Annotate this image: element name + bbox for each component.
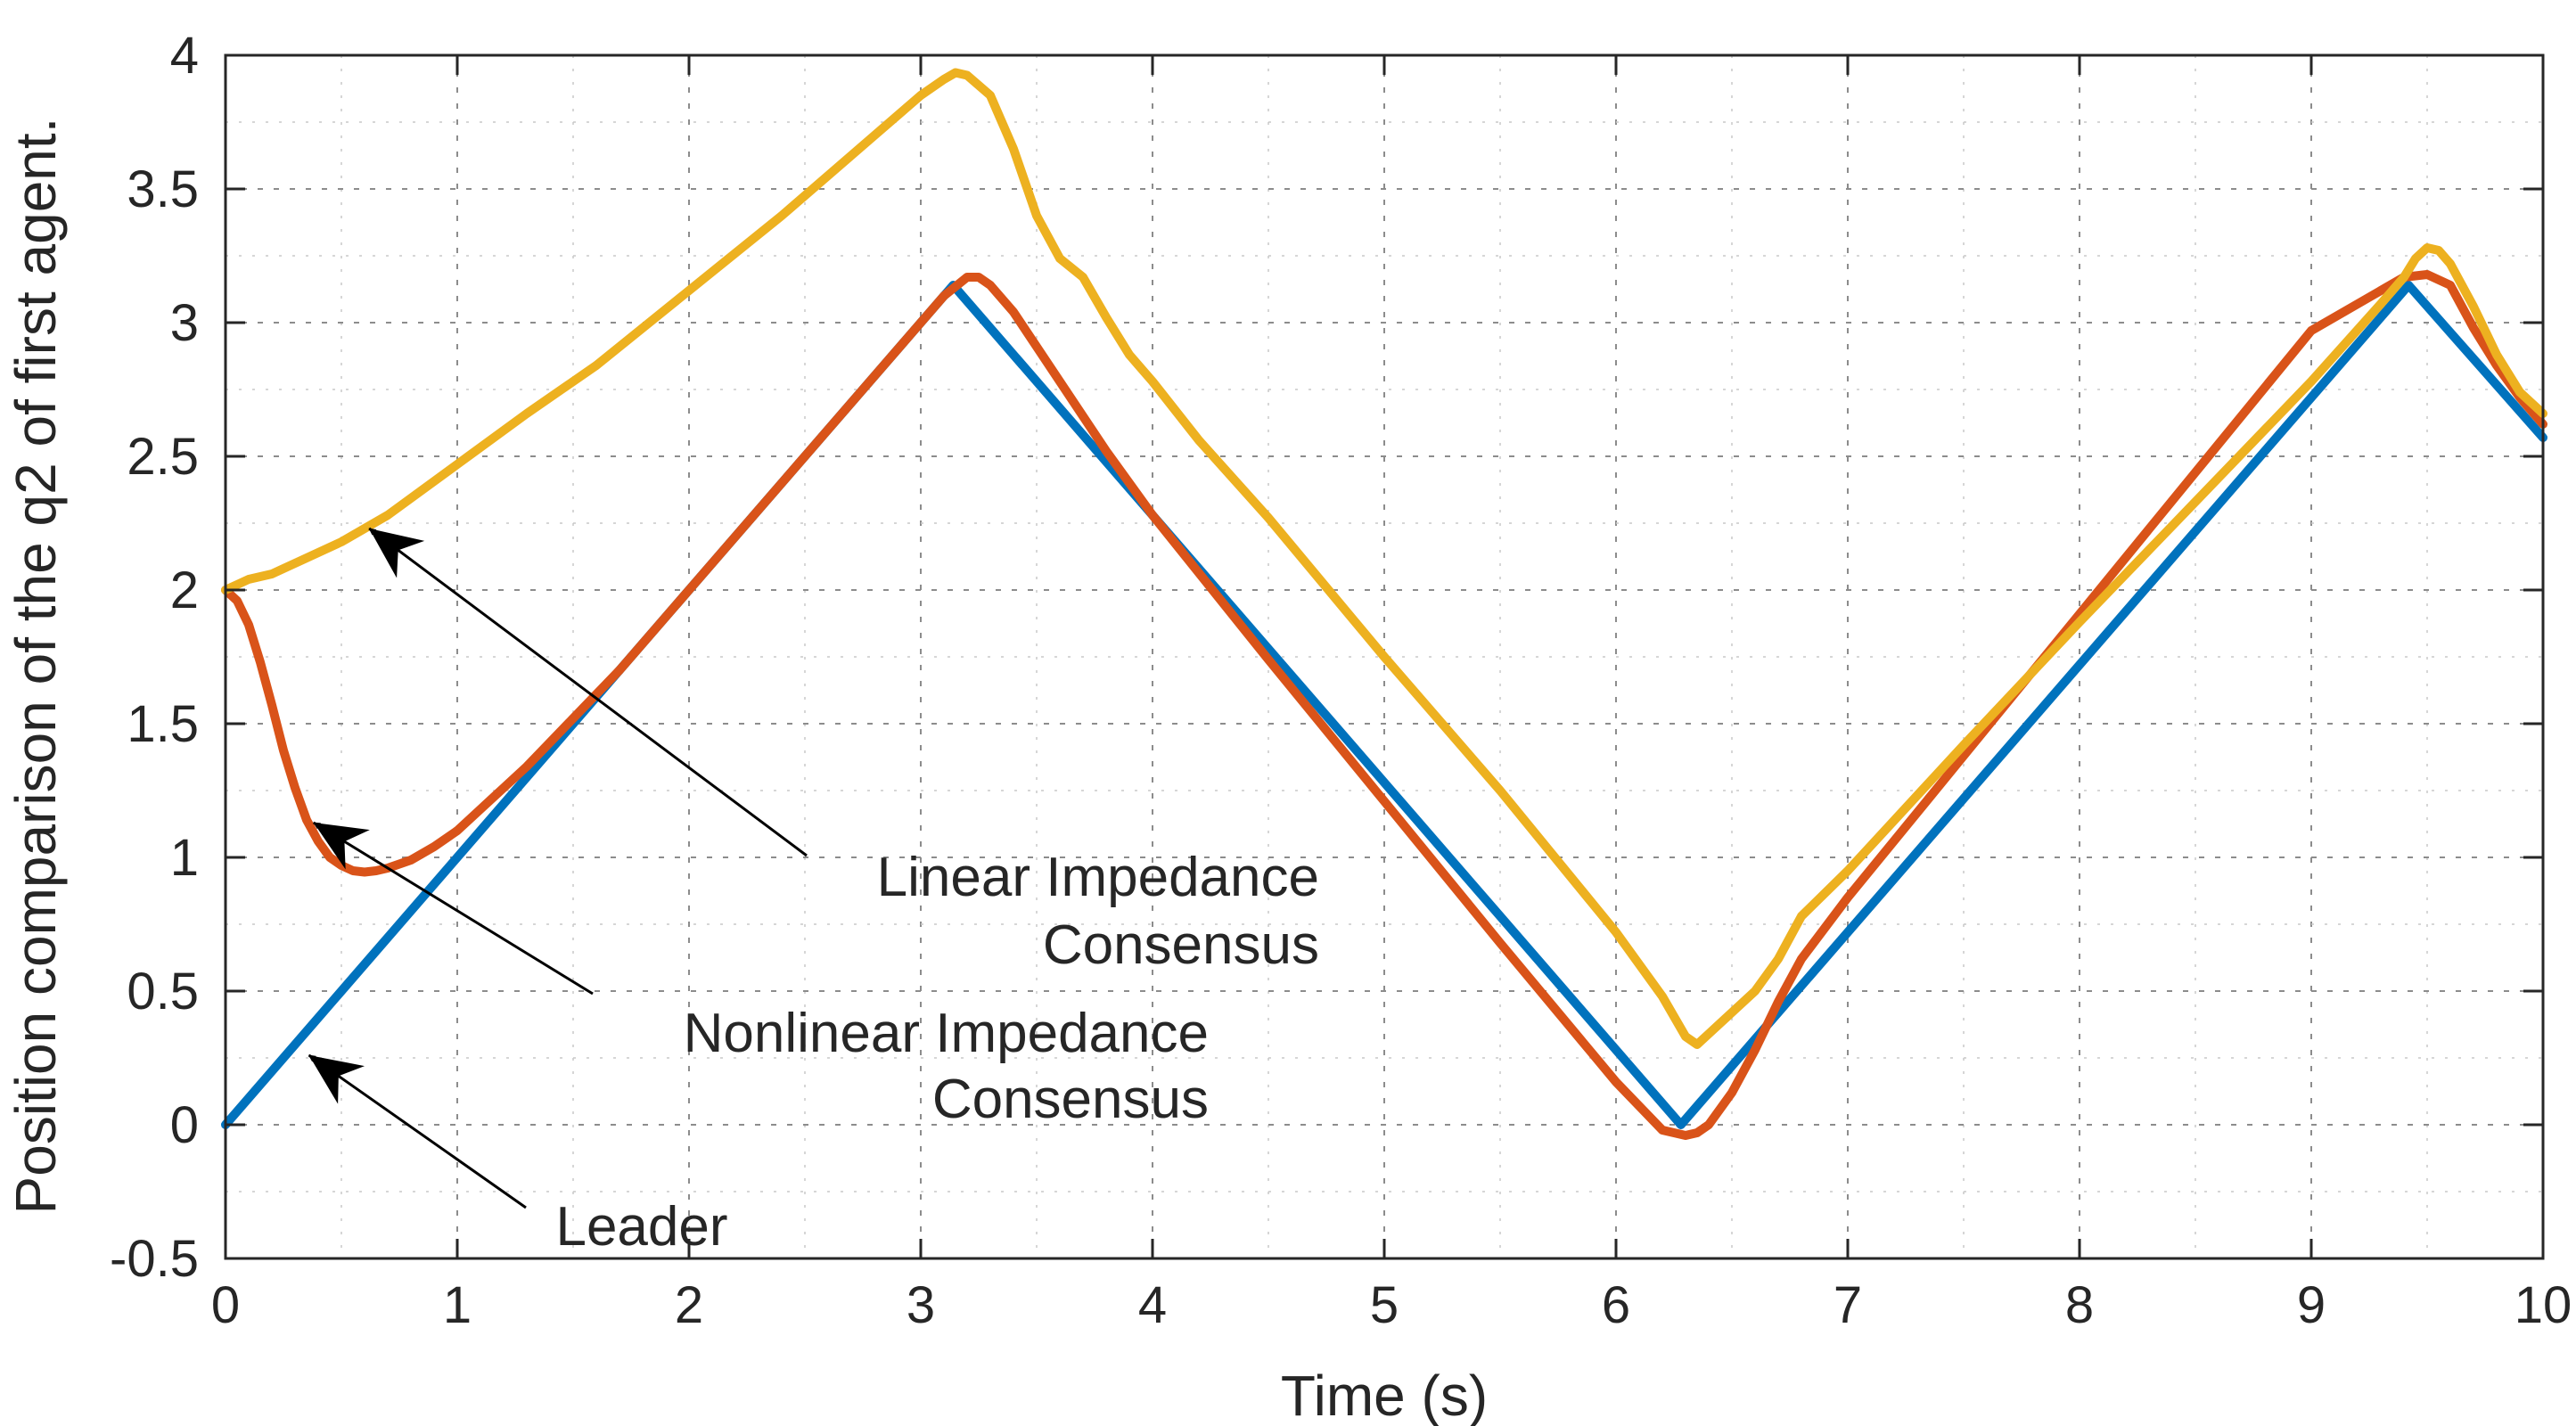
annotation-arrowhead-nonlinear (313, 823, 370, 870)
annotation-text-nonlinear: Consensus (932, 1069, 1209, 1130)
series-line-linear-impedance-consensus (221, 68, 2547, 1049)
x-tick-label: 8 (2065, 1276, 2094, 1334)
y-tick-label: 1.5 (127, 695, 199, 753)
y-tick-label: 2.5 (127, 428, 199, 486)
y-tick-label: -0.5 (110, 1230, 199, 1288)
x-tick-labels: 0 1 2 3 4 5 6 7 8 9 10 (211, 1276, 2572, 1334)
annotation-text-linear: Consensus (1043, 914, 1319, 976)
x-tick-label: 10 (2514, 1276, 2572, 1334)
y-tick-labels: -0.5 0 0.5 1 1.5 2 2.5 3 3.5 4 (110, 27, 199, 1288)
series-line-nonlinear-impedance-consensus (221, 270, 2547, 1140)
annotation-text-linear: Linear Impedance (877, 847, 1319, 908)
y-tick-label: 4 (170, 27, 199, 85)
grid (226, 55, 2543, 1258)
y-tick-label: 0.5 (127, 963, 199, 1020)
x-tick-label: 9 (2297, 1276, 2326, 1334)
y-tick-label: 0 (170, 1096, 199, 1154)
x-tick-label: 4 (1138, 1276, 1167, 1334)
y-axis-label: Position comparison of the q2 of first a… (4, 118, 68, 1215)
axis-ticks (224, 53, 2545, 1260)
annotation-text-leader: Leader (555, 1196, 727, 1258)
x-tick-label: 0 (211, 1276, 240, 1334)
x-tick-label: 5 (1370, 1276, 1399, 1334)
annotation-text-nonlinear: Nonlinear Impedance (684, 1003, 1209, 1064)
x-tick-label: 7 (1834, 1276, 1862, 1334)
x-tick-label: 2 (675, 1276, 703, 1334)
annotation-arrow-leader (308, 1053, 527, 1209)
x-axis-label: Time (s) (1281, 1364, 1488, 1426)
annotation-arrow-linear (368, 527, 808, 857)
y-tick-label: 3 (170, 294, 199, 352)
y-tick-label: 2 (170, 561, 199, 619)
x-tick-label: 6 (1602, 1276, 1630, 1334)
annotation-arrowhead-leader (308, 1055, 365, 1104)
series-layer (221, 68, 2547, 1140)
annotation-arrowhead-linear (369, 529, 425, 578)
x-tick-label: 1 (443, 1276, 472, 1334)
x-tick-label: 3 (907, 1276, 935, 1334)
annotation-arrow-nonlinear (313, 821, 594, 996)
y-tick-label: 3.5 (127, 160, 199, 218)
y-tick-label: 1 (170, 829, 199, 887)
